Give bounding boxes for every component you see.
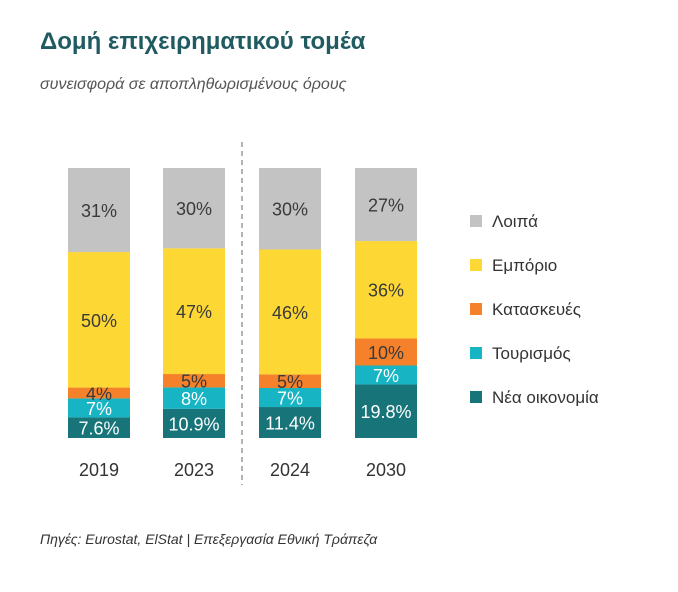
x-tick-label-2030: 2030 xyxy=(366,460,406,480)
data-label-2023-τουρισμός: 8% xyxy=(181,389,207,409)
bar-segment-2024-κατασκευές xyxy=(259,374,321,389)
data-label-2019-τουρισμός: 7% xyxy=(86,399,112,419)
chart-subtitle: συνεισφορά σε αποπληθωρισμένους όρους xyxy=(40,76,347,93)
bar-segment-2024-τουρισμός xyxy=(259,388,321,408)
legend-label-λοιπά: Λοιπά xyxy=(492,212,538,231)
bar-segment-2023-νέα-οικονομία xyxy=(163,408,225,438)
bar-segment-2023-εμπόριο xyxy=(163,248,225,375)
legend-swatch-τουρισμός xyxy=(470,347,482,359)
legend-label-εμπόριο: Εμπόριο xyxy=(492,256,557,275)
data-label-2019-κατασκευές: 4% xyxy=(86,384,112,404)
chart-title: Δομή επιχειρηματικού τομέα xyxy=(40,28,366,55)
bar-segment-2024-λοιπά xyxy=(259,168,321,250)
bar-segment-2030-κατασκευές xyxy=(355,338,417,366)
legend-label-νέα-οικονομία: Νέα οικονομία xyxy=(492,388,599,407)
data-label-2024-λοιπά: 30% xyxy=(272,200,308,220)
data-label-2019-νέα-οικονομία: 7.6% xyxy=(78,419,119,439)
data-label-2024-εμπόριο: 46% xyxy=(272,303,308,323)
bar-segment-2030-λοιπά xyxy=(355,168,417,242)
bar-segment-2023-λοιπά xyxy=(163,168,225,249)
data-label-2023-νέα-οικονομία: 10.9% xyxy=(168,414,219,434)
legend-swatch-λοιπά xyxy=(470,215,482,227)
bar-segment-2019-εμπόριο xyxy=(68,252,130,388)
legend-swatch-νέα-οικονομία xyxy=(470,391,482,403)
legend-swatch-κατασκευές xyxy=(470,303,482,315)
data-label-2030-λοιπά: 27% xyxy=(368,196,404,216)
data-label-2024-νέα-οικονομία: 11.4% xyxy=(265,414,315,434)
data-label-2023-λοιπά: 30% xyxy=(176,199,212,219)
legend-swatch-εμπόριο xyxy=(470,259,482,271)
bar-segment-2030-νέα-οικονομία xyxy=(355,384,417,438)
legend-label-κατασκευές: Κατασκευές xyxy=(492,300,581,319)
bar-segment-2019-κατασκευές xyxy=(68,387,130,399)
data-label-2030-κατασκευές: 10% xyxy=(368,343,404,363)
source-note: Πηγές: Eurostat, ElStat | Επεξεργασία Εθ… xyxy=(40,531,378,547)
bar-segment-2019-νέα-οικονομία xyxy=(68,417,130,438)
bar-segment-2030-τουρισμός xyxy=(355,365,417,385)
bar-segment-2024-εμπόριο xyxy=(259,249,321,375)
data-label-2019-εμπόριο: 50% xyxy=(81,311,117,331)
legend-label-τουρισμός: Τουρισμός xyxy=(492,344,571,363)
data-label-2023-εμπόριο: 47% xyxy=(176,302,212,322)
data-label-2024-κατασκευές: 5% xyxy=(277,372,303,392)
data-label-2030-εμπόριο: 36% xyxy=(368,281,404,301)
bar-segment-2030-εμπόριο xyxy=(355,241,417,339)
x-tick-label-2019: 2019 xyxy=(79,460,119,480)
data-label-2019-λοιπά: 31% xyxy=(81,201,117,221)
bar-segment-2023-τουρισμός xyxy=(163,387,225,409)
bar-segment-2019-λοιπά xyxy=(68,168,130,253)
bar-segment-2023-κατασκευές xyxy=(163,374,225,388)
data-label-2023-κατασκευές: 5% xyxy=(181,372,207,392)
data-label-2024-τουρισμός: 7% xyxy=(277,389,303,409)
x-tick-label-2024: 2024 xyxy=(270,460,310,480)
data-label-2030-τουρισμός: 7% xyxy=(373,366,399,386)
x-tick-label-2023: 2023 xyxy=(174,460,214,480)
bar-segment-2024-νέα-οικονομία xyxy=(259,407,321,438)
bar-segment-2019-τουρισμός xyxy=(68,398,130,418)
data-label-2030-νέα-οικονομία: 19.8% xyxy=(360,402,411,422)
